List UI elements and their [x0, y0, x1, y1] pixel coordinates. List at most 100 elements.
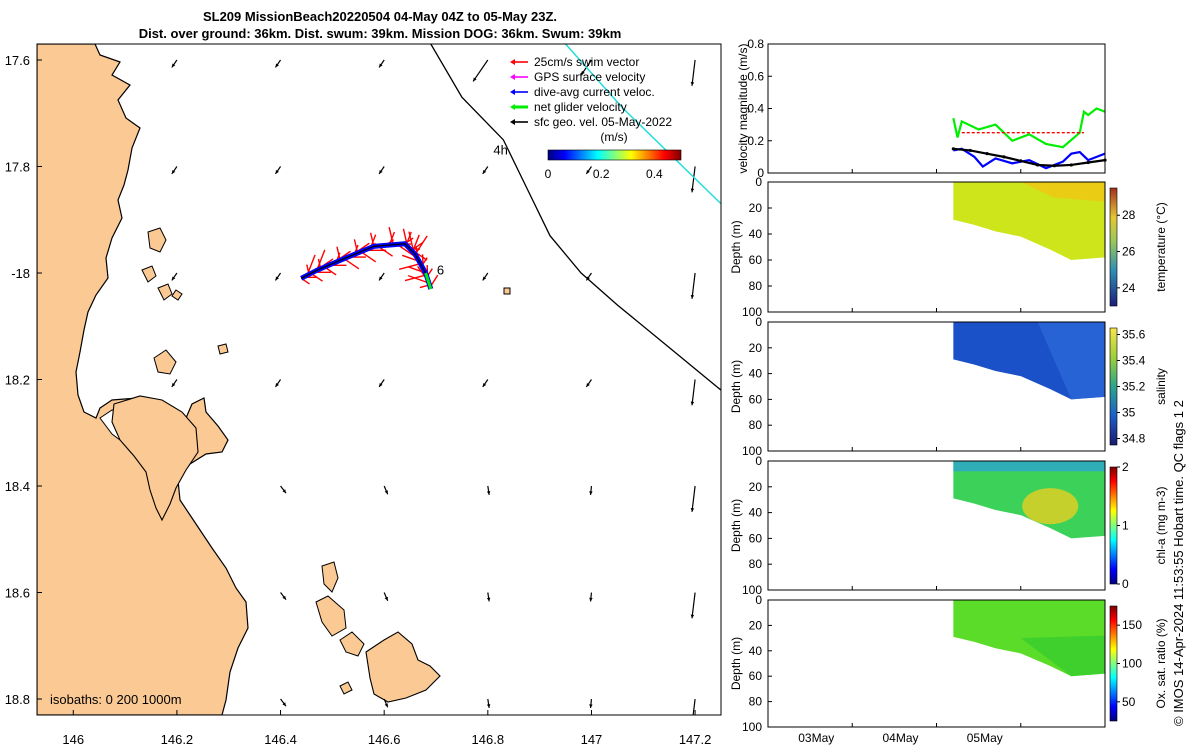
island-e	[217, 343, 229, 355]
geo-arrow	[691, 592, 696, 619]
temperature-panel: 0 20 40 60 80 100 Depth (m) 24 26 28 temperature (…	[729, 175, 1168, 319]
salinity-colorbar	[1109, 327, 1118, 446]
velocity-point	[1052, 164, 1057, 168]
depth-tick-label: 60	[749, 669, 763, 683]
colorbar-label: temperature (°C)	[1154, 202, 1168, 292]
credit-text: © IMOS 14-Apr-2024 11:53:55 Hobart time.…	[1171, 400, 1186, 726]
geo-arrow	[691, 166, 696, 193]
swim-vector	[414, 235, 428, 255]
chla-surface-layer	[953, 461, 1105, 472]
swim-vector	[360, 251, 377, 263]
geo-arrow-head	[586, 382, 590, 387]
velocity-y-tick-label: 0.6	[747, 69, 764, 83]
geo-arrow-head	[589, 704, 593, 708]
depth-ylabel: Depth (m)	[729, 499, 743, 552]
velocity-point	[985, 152, 989, 156]
depth-tick-label: 40	[749, 227, 763, 241]
island-b	[141, 265, 157, 283]
island-dunk	[365, 631, 441, 703]
geo-arrow-head	[171, 276, 176, 281]
velocity-point	[1036, 163, 1040, 167]
velocity-series-0	[952, 107, 1106, 149]
legend-arrowhead	[510, 59, 515, 65]
geo-arrow-head	[473, 77, 477, 82]
geo-arrow-head	[690, 82, 695, 86]
geo-arrow-head	[379, 169, 383, 174]
colorbar-tick-label: 35.6	[1122, 328, 1146, 342]
colorbar-tick-label: 50	[1122, 695, 1136, 709]
island-north	[147, 227, 167, 253]
colorbar-tick-label: 0	[1122, 577, 1129, 591]
geo-arrow-head	[482, 382, 487, 387]
legend-label: GPS surface velocity	[534, 70, 645, 84]
map-y-tick-label: 18.2	[5, 373, 30, 388]
map-y-tick-label: 18.6	[5, 586, 30, 601]
geo-arrow-head	[589, 491, 593, 495]
geo-arrow	[691, 59, 696, 86]
geo-arrow-head	[486, 597, 491, 602]
legend-label: net glider velocity	[534, 100, 627, 114]
geo-arrow-head	[171, 382, 176, 387]
map-y-tick-label: 17.8	[5, 159, 30, 174]
colorbar-tick-label: 2	[1122, 460, 1129, 474]
temperature-colorbar	[1109, 187, 1118, 307]
depth-tick-label: 100	[742, 720, 762, 734]
colorbar-tick-label: 34.8	[1122, 432, 1146, 446]
geo-arrow-head	[275, 169, 279, 174]
geo-arrow-head	[275, 63, 279, 68]
depth-ylabel: Depth (m)	[729, 220, 743, 273]
geo-arrow-head	[690, 295, 695, 299]
oxygen-colorbar	[1109, 605, 1118, 722]
depth-tick-label: 20	[749, 480, 763, 494]
geo-arrow	[692, 698, 696, 715]
island-group-2	[315, 595, 347, 637]
track-label-6: 6	[437, 262, 444, 277]
depth-tick-label: 20	[749, 201, 763, 215]
island-a	[153, 349, 177, 375]
geo-arrow-head	[589, 597, 593, 602]
geo-arrow-head	[379, 276, 383, 281]
colorbar-label: salinity	[1154, 368, 1168, 405]
temperature-section	[953, 182, 1105, 260]
map-x-tick-label: 146.6	[368, 732, 401, 747]
geo-arrow-head	[384, 703, 388, 708]
swim-vector	[343, 258, 360, 270]
island-small-2	[339, 681, 353, 695]
geo-arrow-head	[275, 382, 279, 387]
oxygen-panel: 0 20 40 60 80 100 03May 04May 05May Depth (m) 50 10…	[729, 593, 1168, 745]
velocity-series-2	[953, 147, 1106, 167]
depth-ylabel: Depth (m)	[729, 637, 743, 690]
colorbar-tick-label: 35.4	[1122, 354, 1146, 368]
geo-arrow-head	[486, 704, 491, 708]
depth-tick-label: 20	[749, 618, 763, 632]
map-y-tick-label: 18.4	[5, 479, 30, 494]
legend-arrowhead	[510, 89, 515, 95]
swim-vector	[407, 274, 430, 284]
geo-arrow-head	[581, 70, 585, 75]
colorbar-tick-label: 150	[1122, 618, 1142, 632]
geo-arrow	[691, 379, 696, 406]
map-x-tick-label: 146	[62, 732, 84, 747]
map-x-tick-label: 146.2	[161, 732, 194, 747]
velocity-y-tick-label: 0	[757, 166, 764, 180]
geo-arrow	[472, 59, 489, 82]
isobath-label: isobaths: 0 200 1000m	[50, 692, 182, 707]
geo-arrow-head	[384, 490, 388, 495]
swim-vector	[412, 234, 420, 252]
velocity-y-tick-label: 0.2	[747, 134, 764, 148]
geo-arrow-head	[379, 382, 383, 387]
salinity-panel: 0 20 40 60 80 100 Depth (m) 34.8 35 35.2 35.4 35.6 s…	[729, 315, 1168, 458]
colorbar-tick-label: 35.2	[1122, 380, 1146, 394]
geo-arrow-head	[690, 188, 695, 193]
colorbar-tick-label: 35	[1122, 406, 1136, 420]
isobath-1000m	[430, 44, 721, 391]
salinity-lighter	[1037, 322, 1105, 400]
depth-tick-label: 0	[755, 315, 762, 329]
velocity-y-tick-label: 0.4	[747, 102, 764, 116]
depth-tick-label: 0	[755, 175, 762, 189]
geo-arrow-head	[275, 276, 279, 281]
depth-tick-label: 60	[749, 531, 763, 545]
depth-tick-label: 100	[742, 444, 762, 458]
